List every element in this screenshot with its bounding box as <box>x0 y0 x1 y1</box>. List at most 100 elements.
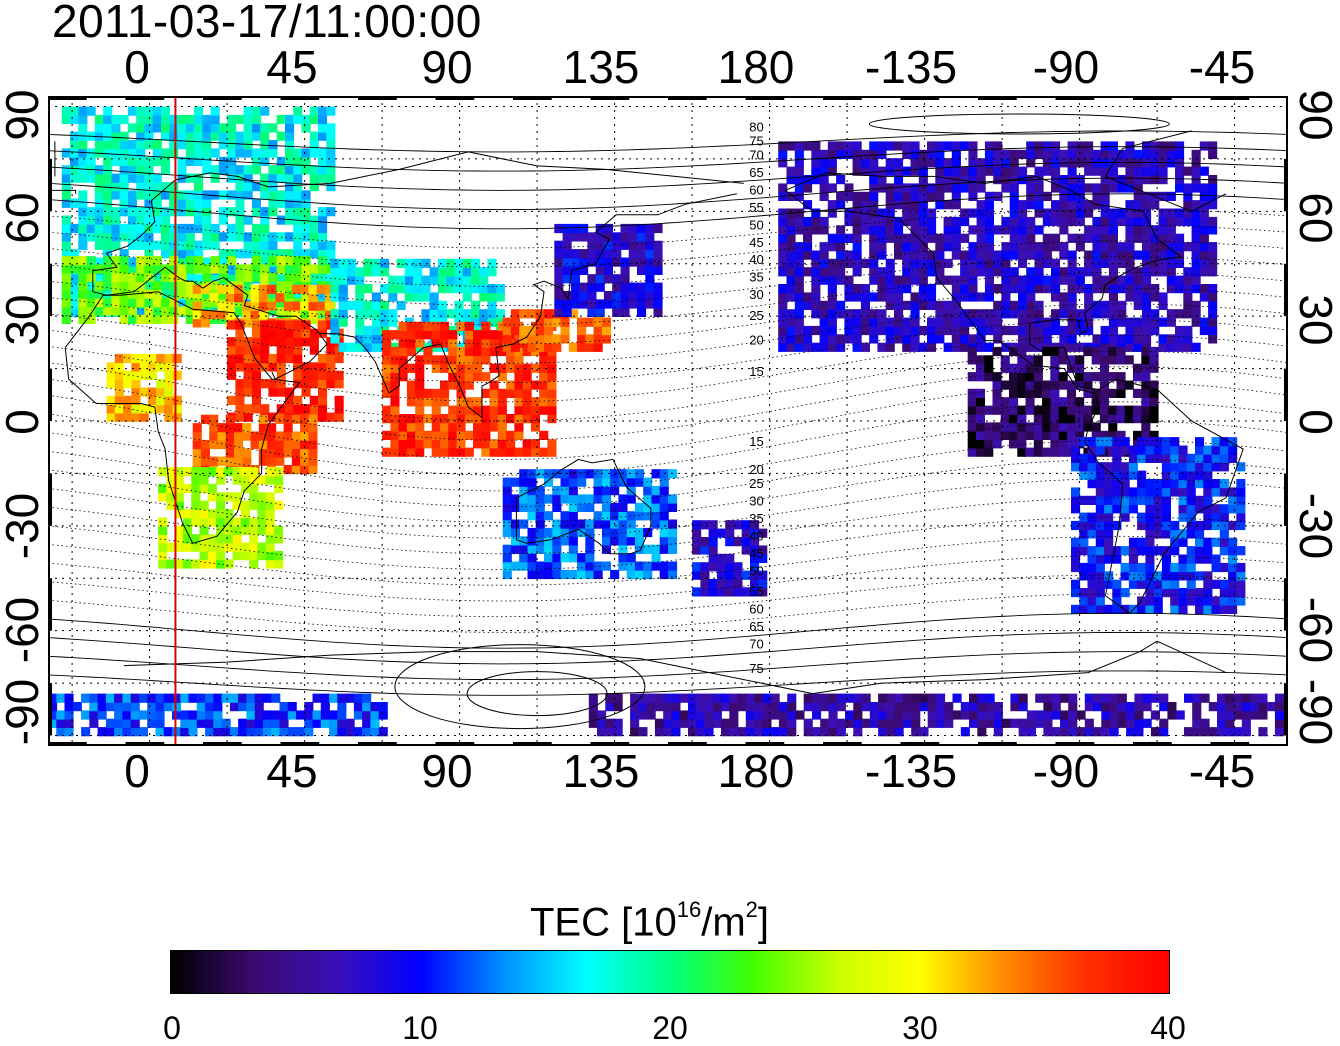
tec-cell <box>1084 258 1094 268</box>
tec-cell <box>205 693 215 703</box>
tec-cell <box>853 727 863 737</box>
tec-cell <box>1203 596 1213 606</box>
tec-cell <box>119 272 129 282</box>
tec-cell <box>61 223 71 234</box>
tec-cell <box>877 342 887 352</box>
tec-cell <box>363 325 373 336</box>
tec-cell <box>1066 414 1076 424</box>
magnetic-contour <box>48 516 1288 570</box>
tec-cell <box>415 355 425 365</box>
tec-cell <box>827 309 837 319</box>
tec-cell <box>902 208 912 218</box>
tec-cell <box>271 718 281 728</box>
tec-cell <box>213 718 223 728</box>
tec-cell <box>246 718 256 728</box>
tec-cell <box>1250 702 1260 712</box>
tec-cell <box>218 232 228 242</box>
tec-cell <box>911 710 921 720</box>
tec-cell <box>1150 267 1160 277</box>
magnetic-pole-loop <box>394 644 646 730</box>
tec-cell <box>1104 520 1114 531</box>
tec-cell <box>519 553 529 563</box>
tec-cell <box>371 309 381 319</box>
tec-cell <box>514 388 524 398</box>
tec-cell <box>423 397 433 407</box>
tec-cell <box>1142 242 1152 252</box>
tec-cell <box>440 330 450 340</box>
tec-cell <box>1120 588 1130 598</box>
tec-cell <box>227 173 237 183</box>
tec-cell <box>885 141 895 151</box>
tec-cell <box>318 412 328 422</box>
tec-cell <box>935 258 945 268</box>
tec-cell <box>152 148 162 158</box>
tec-cell <box>919 702 929 712</box>
tec-cell <box>334 395 344 405</box>
tec-cell <box>1050 346 1060 357</box>
tec-cell <box>1233 693 1243 703</box>
tec-cell <box>745 693 755 703</box>
tec-cell <box>318 353 328 364</box>
tec-cell <box>1192 718 1202 728</box>
tec-cell <box>242 318 252 328</box>
tec-cell <box>390 372 400 382</box>
tec-cell <box>852 242 862 252</box>
tec-cell <box>827 183 837 193</box>
tec-cell <box>326 362 336 372</box>
frame-tick <box>48 742 87 746</box>
tec-cell <box>318 249 328 259</box>
tec-cell <box>1145 529 1155 539</box>
tec-cell <box>329 693 339 703</box>
tec-cell <box>514 422 524 432</box>
tec-cell <box>562 265 572 275</box>
tec-cell <box>1158 216 1168 227</box>
tec-cell <box>708 579 718 589</box>
tec-cell <box>506 414 516 424</box>
magnetic-contour-label: 30 <box>749 287 763 302</box>
tec-cell <box>329 718 339 728</box>
tec-cell <box>1191 250 1201 260</box>
tec-cell <box>293 345 303 355</box>
tec-cell <box>138 727 148 737</box>
tec-cell <box>127 173 137 183</box>
tec-cell <box>1142 166 1152 176</box>
tec-cell <box>1133 334 1143 344</box>
magnetic-contour-label: 65 <box>749 165 763 180</box>
tec-cell <box>1183 309 1193 319</box>
tec-cell <box>1095 588 1105 598</box>
tec-cell <box>935 141 945 151</box>
tec-cell <box>1108 225 1118 235</box>
tec-cell <box>440 430 450 440</box>
tec-cell <box>207 483 217 494</box>
tec-cell <box>161 156 171 166</box>
tec-cell <box>951 216 961 227</box>
tec-cell <box>89 693 99 703</box>
tec-cell <box>741 537 751 547</box>
tec-cell <box>671 693 681 703</box>
tec-cell <box>260 264 270 274</box>
tec-cell <box>103 306 113 316</box>
tec-cell <box>943 225 953 235</box>
tec-cell <box>487 292 497 302</box>
tec-cell <box>1108 414 1118 424</box>
frame-tick <box>745 742 785 746</box>
tec-cell <box>778 292 788 302</box>
tec-cell <box>1133 388 1143 398</box>
tec-cell <box>1075 175 1085 185</box>
tec-cell <box>1043 710 1053 720</box>
tec-cell <box>1051 727 1061 737</box>
tec-cell <box>382 388 392 398</box>
tec-cell <box>1112 462 1122 472</box>
tec-cell <box>183 542 193 552</box>
tec-cell <box>562 257 572 267</box>
tec-cell <box>778 342 788 352</box>
tec-cell <box>778 158 788 168</box>
tec-cell <box>794 258 804 268</box>
tec-cell <box>398 414 408 424</box>
tec-cell <box>161 281 171 291</box>
tec-cell <box>1104 554 1114 564</box>
tec-cell <box>778 141 788 151</box>
tec-cell <box>786 325 796 336</box>
tec-cell <box>61 215 71 225</box>
tec-cell <box>152 156 162 166</box>
